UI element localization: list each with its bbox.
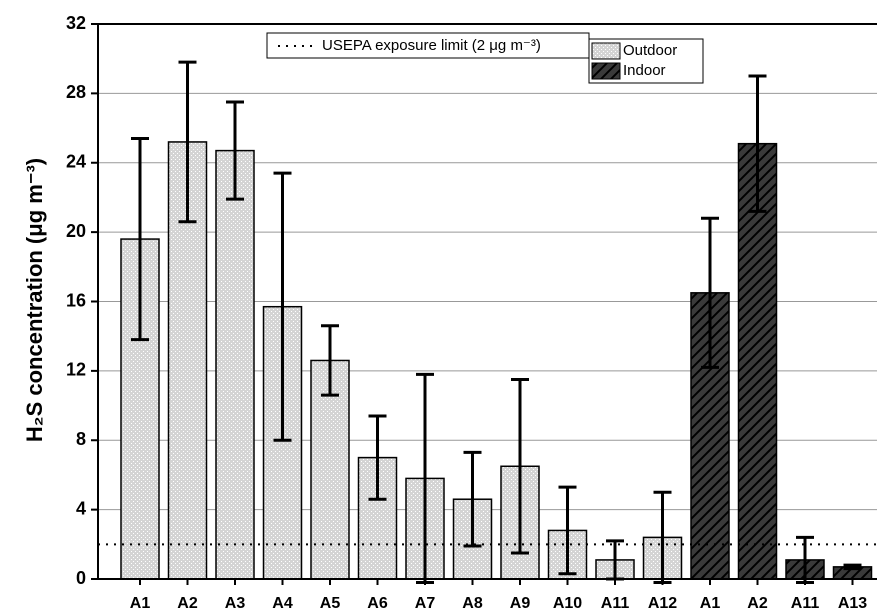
bar: [215, 149, 255, 580]
y-tick-label: 28: [66, 82, 86, 102]
legend-label: USEPA exposure limit (2 μg m⁻³): [322, 37, 541, 54]
error-bar: [131, 136, 149, 342]
y-tick-label: 8: [76, 429, 86, 449]
x-tick-label: A7: [415, 595, 436, 612]
error-bar: [558, 485, 577, 576]
y-tick-label: 16: [66, 290, 86, 310]
y-axis-title: H₂S concentration (μg m⁻³): [22, 158, 47, 442]
x-tick-label: A2: [177, 595, 198, 612]
bar: [737, 142, 778, 580]
x-tick-label: A9: [510, 595, 531, 612]
legend-box: [266, 32, 590, 59]
x-tick-label: A2: [747, 595, 768, 612]
error-bar: [321, 324, 339, 397]
error-bar: [796, 535, 814, 584]
error-bar: [368, 414, 387, 501]
x-tick-label: A12: [648, 595, 677, 612]
y-tick-label: 32: [66, 13, 86, 33]
y-tick-label: 20: [66, 221, 86, 241]
legend-swatch: [591, 62, 621, 80]
x-tick-label: A4: [272, 595, 293, 612]
x-tick-label: A1: [130, 595, 151, 612]
error-bar: [843, 563, 862, 571]
y-tick-label: 24: [66, 152, 86, 172]
legend-label: Indoor: [623, 62, 666, 79]
bar: [310, 359, 350, 580]
x-tick-label: A11: [791, 595, 820, 612]
error-bar: [178, 60, 197, 224]
error-bar: [653, 490, 672, 584]
error-bar: [416, 372, 434, 584]
error-bar: [511, 378, 529, 555]
x-tick-label: A10: [553, 595, 582, 612]
error-bar: [748, 74, 767, 213]
y-tick-label: 12: [66, 360, 86, 380]
error-bar: [701, 216, 719, 369]
error-bar: [226, 100, 244, 201]
legend-swatch: [591, 42, 621, 60]
error-bar: [273, 171, 292, 442]
x-tick-label: A3: [225, 595, 246, 612]
error-bar: [463, 450, 482, 548]
x-tick-label: A6: [367, 595, 388, 612]
y-tick-label: 4: [76, 498, 86, 518]
x-tick-label: A1: [700, 595, 721, 612]
x-tick-label: A11: [601, 595, 630, 612]
y-tick-label: 0: [76, 568, 86, 588]
legend-label: Outdoor: [623, 42, 677, 59]
x-tick-label: A5: [320, 595, 341, 612]
x-tick-label: A13: [838, 595, 867, 612]
x-tick-label: A8: [462, 595, 483, 612]
